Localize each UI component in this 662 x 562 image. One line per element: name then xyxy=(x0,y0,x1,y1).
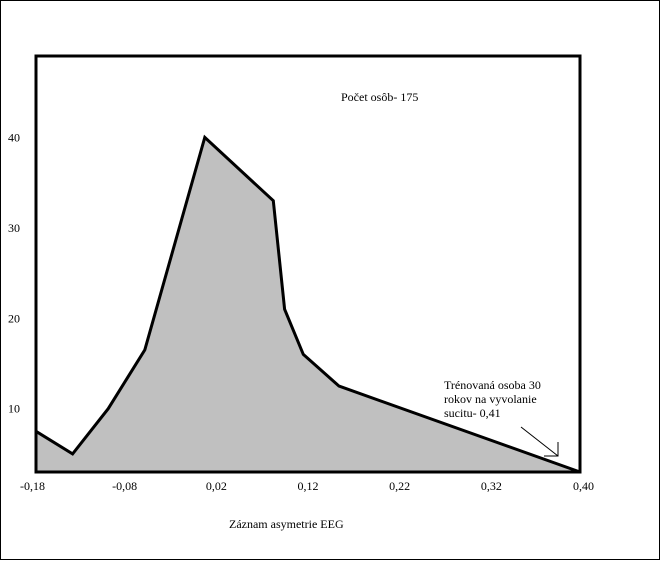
x-tick-label: 0,22 xyxy=(389,479,410,493)
y-tick-label: 20 xyxy=(8,311,20,325)
trained-person-note: Trénovaná osoba 30 rokov na vyvolanie suci… xyxy=(444,378,541,420)
note-arrow-head xyxy=(544,442,559,457)
distribution-area xyxy=(36,137,580,472)
note-line: rokov na vyvolanie xyxy=(444,392,537,406)
count-annotation: Počet osôb- 175 xyxy=(341,90,418,104)
x-tick-label: 0,12 xyxy=(298,479,319,493)
x-tick-label: 0,02 xyxy=(206,479,227,493)
y-tick-label: 40 xyxy=(8,130,20,144)
y-tick-labels: 10 20 30 40 xyxy=(8,130,20,415)
x-tick-labels: -0,18 -0,08 0,02 0,12 0,22 0,32 0,40 xyxy=(20,479,594,493)
note-line: Trénovaná osoba 30 xyxy=(444,378,541,392)
x-tick-label: -0,08 xyxy=(112,479,137,493)
x-axis-label: Záznam asymetrie EEG xyxy=(229,517,344,531)
distribution-line xyxy=(35,134,581,474)
x-tick-label: 0,32 xyxy=(481,479,502,493)
x-tick-label: -0,18 xyxy=(20,479,45,493)
note-arrow-shaft xyxy=(520,426,559,457)
plot-frame xyxy=(34,54,582,474)
y-tick-label: 10 xyxy=(8,402,20,416)
x-tick-label: 0,40 xyxy=(573,479,594,493)
note-line: sucitu- 0,41 xyxy=(444,406,501,420)
y-tick-label: 30 xyxy=(8,221,20,235)
